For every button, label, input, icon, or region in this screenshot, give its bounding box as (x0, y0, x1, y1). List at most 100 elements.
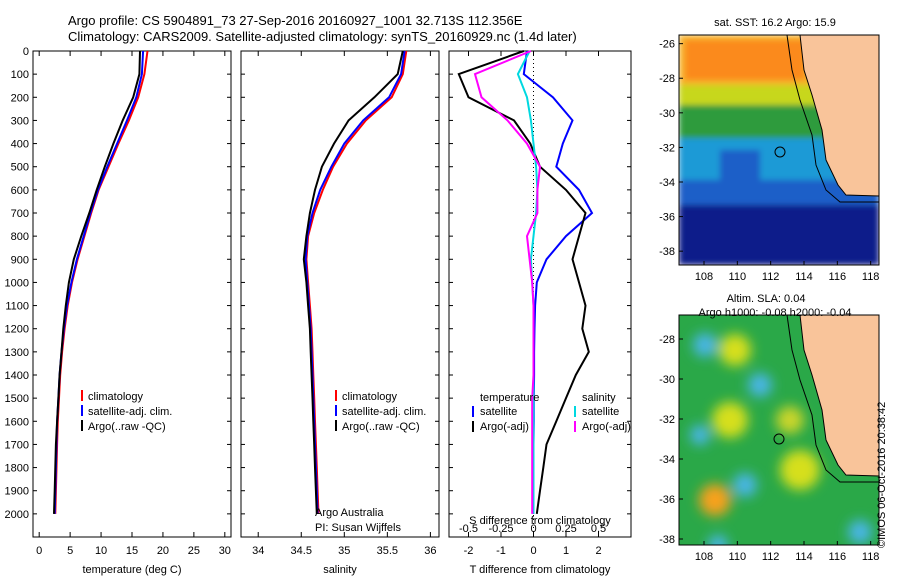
differences-x-axis-label: T difference from climatology (470, 564, 611, 576)
x-tick-label: 0 (36, 545, 42, 557)
annotation-line-1: Argo Australia (315, 507, 384, 519)
y-tick-label: 400 (11, 139, 29, 151)
y-tick-label: 1900 (5, 486, 29, 498)
temperature-x-axis-label: temperature (deg C) (82, 564, 181, 576)
annotation-line-2: PI: Susan Wijffels (315, 522, 401, 534)
x-tick-label: 10 (95, 545, 107, 557)
map-y-tick-label: -30 (659, 374, 675, 386)
salinity-axes-frame (240, 50, 440, 538)
x-tick-label: -2 (464, 545, 474, 557)
y-tick-label: 200 (11, 92, 29, 104)
map-x-tick-label: 118 (862, 271, 880, 283)
y-tick-label: 1700 (5, 439, 29, 451)
y-tick-label: 500 (11, 162, 29, 174)
legend-label: Argo(-adj) (480, 421, 529, 433)
y-tick-label: 600 (11, 185, 29, 197)
map-y-tick-label: -36 (659, 494, 675, 506)
x-tick-label: 2 (595, 545, 601, 557)
sla-map-title: Altim. SLA: 0.04 (727, 293, 806, 305)
map-y-tick-label: -32 (659, 142, 675, 154)
sst-map (679, 35, 879, 265)
y-tick-label: 1000 (5, 277, 29, 289)
x-tick-label: 20 (157, 545, 169, 557)
sla-map (679, 315, 879, 545)
top-tick-label: -0.5 (459, 523, 478, 535)
map-y-tick-label: -34 (659, 454, 675, 466)
legend-label: satellite-adj. clim. (88, 406, 172, 418)
x-tick-label: 34.5 (291, 545, 312, 557)
map-x-tick-label: 110 (729, 551, 747, 563)
y-tick-label: 1500 (5, 393, 29, 405)
legend-label: Argo(..raw -QC) (342, 421, 420, 433)
argo-location-marker (774, 146, 786, 158)
x-tick-label: 15 (126, 545, 138, 557)
y-tick-label: 1400 (5, 370, 29, 382)
map-y-tick-label: -28 (659, 334, 675, 346)
y-tick-label: 1100 (5, 301, 29, 313)
legend-label: temperature (480, 392, 539, 404)
y-tick-label: 1600 (5, 416, 29, 428)
map-y-tick-label: -30 (659, 108, 675, 120)
salinity-series-1 (304, 50, 406, 514)
map-y-tick-label: -36 (659, 212, 675, 224)
map-y-tick-label: -38 (659, 534, 675, 546)
differences-axes-frame (448, 50, 632, 538)
x-tick-label: -1 (496, 545, 506, 557)
x-tick-label: 34 (252, 545, 264, 557)
x-tick-label: 36 (424, 545, 436, 557)
legend-label: satellite (582, 406, 619, 418)
legend-label: Argo(..raw -QC) (88, 421, 166, 433)
title-line-1: Argo profile: CS 5904891_73 27-Sep-2016 … (68, 13, 523, 28)
y-tick-label: 300 (11, 115, 29, 127)
top-tick-label: 0 (530, 523, 536, 535)
difference-series-1 (457, 50, 590, 515)
y-tick-label: 700 (11, 208, 29, 220)
legend-label: satellite-adj. clim. (342, 406, 426, 418)
salinity-series-2 (302, 50, 404, 514)
difference-series-2 (516, 50, 539, 514)
y-tick-label: 2000 (5, 509, 29, 521)
map-x-tick-label: 118 (862, 551, 880, 563)
x-tick-label: 25 (188, 545, 200, 557)
x-tick-label: 5 (67, 545, 73, 557)
map-x-tick-label: 114 (795, 271, 813, 283)
legend-label: Argo(-adj) (582, 421, 631, 433)
sla-map-frame (678, 314, 880, 546)
top-tick-label: 0.5 (591, 523, 606, 535)
map-y-tick-label: -32 (659, 414, 675, 426)
y-tick-label: 100 (11, 69, 29, 81)
top-tick-label: 0.25 (555, 523, 576, 535)
legend-label: satellite (480, 406, 517, 418)
map-y-tick-label: -34 (659, 177, 675, 189)
map-x-tick-label: 114 (795, 551, 813, 563)
y-tick-label: 0 (23, 46, 29, 58)
y-tick-label: 1800 (5, 463, 29, 475)
difference-series-3 (473, 50, 542, 514)
map-x-tick-label: 112 (762, 551, 780, 563)
map-x-tick-label: 110 (729, 271, 747, 283)
map-x-tick-label: 116 (829, 551, 847, 563)
legend-label: salinity (582, 392, 616, 404)
map-x-tick-label: 108 (695, 551, 713, 563)
map-y-tick-label: -38 (659, 246, 675, 258)
legend-label: climatology (342, 391, 398, 403)
legend-label: climatology (88, 391, 144, 403)
temperature-axes-frame (32, 50, 232, 538)
top-tick-label: -0.25 (488, 523, 513, 535)
y-tick-label: 800 (11, 231, 29, 243)
map-y-tick-label: -28 (659, 73, 675, 85)
y-tick-label: 900 (11, 254, 29, 266)
sst-map-frame (678, 34, 880, 266)
map-x-tick-label: 108 (695, 271, 713, 283)
argo-location-marker (773, 433, 785, 445)
x-tick-label: 30 (219, 545, 231, 557)
footer-stamp: ©IMOS 06-Oct-2016 20:38:42 (876, 402, 888, 548)
title-line-2: Climatology: CARS2009. Satellite-adjuste… (68, 29, 577, 44)
map-x-tick-label: 116 (829, 271, 847, 283)
x-tick-label: 35 (338, 545, 350, 557)
x-tick-label: 1 (563, 545, 569, 557)
map-y-tick-label: -26 (659, 39, 675, 51)
temperature-series-2 (53, 50, 141, 514)
y-tick-label: 1200 (5, 324, 29, 336)
